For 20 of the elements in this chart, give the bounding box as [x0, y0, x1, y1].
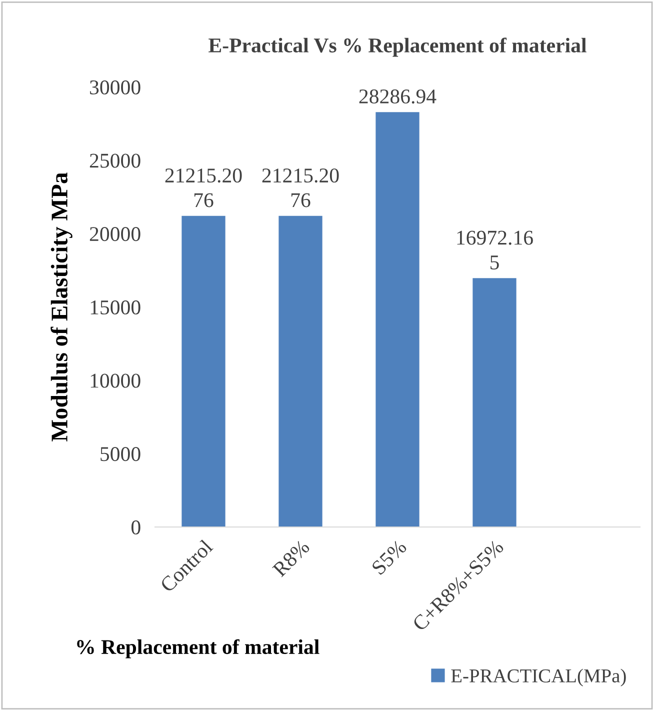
legend-label: E-PRACTICAL(MPa) [451, 668, 626, 686]
chart-title: E-Practical Vs % Replacement of material [208, 38, 586, 57]
y-tick-label: 25000 [90, 154, 140, 168]
y-tick-label: 20000 [90, 227, 140, 242]
x-axis-title: % Replacement of material [77, 639, 320, 658]
y-tick-label: 5000 [100, 447, 140, 462]
bar [376, 112, 420, 527]
y-axis-title: Modulus of Elasticity MPa [50, 172, 72, 442]
y-tick-label: 0 [131, 520, 140, 534]
data-label: 16972.165 [457, 230, 533, 270]
y-tick-label: 10000 [90, 374, 140, 388]
data-label: 21215.2076 [165, 168, 242, 208]
data-label: 21215.2076 [262, 168, 339, 208]
x-tick-label: S5% [371, 539, 408, 576]
y-tick-label: 15000 [90, 300, 140, 314]
data-label: 28286.94 [359, 89, 436, 104]
y-tick-label: 30000 [90, 80, 140, 94]
bar [182, 216, 226, 527]
bar [278, 216, 322, 527]
bar [472, 278, 516, 527]
